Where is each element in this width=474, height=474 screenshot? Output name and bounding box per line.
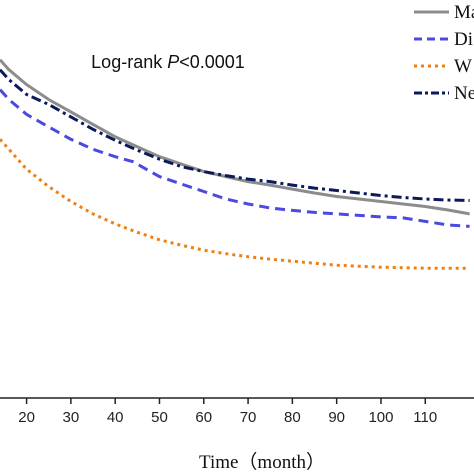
x-tick-label: 40 <box>107 409 124 426</box>
x-tick-label: 80 <box>284 409 301 426</box>
x-tick-label: 60 <box>195 409 212 426</box>
series-line-2 <box>0 138 470 270</box>
legend-label-2: W <box>454 56 472 77</box>
x-tick-label: 110 <box>413 409 437 426</box>
log-rank-annotation: Log-rank P<0.0001 <box>91 52 245 72</box>
x-tick-label: 70 <box>240 409 257 426</box>
series-layer <box>0 58 470 270</box>
x-tick-label: 30 <box>63 409 80 426</box>
x-axis-label: Time（month） <box>199 451 325 473</box>
legend: Ma Di W Ne <box>414 2 474 104</box>
series-line-0 <box>0 58 470 216</box>
series-line-1 <box>0 88 470 228</box>
x-ticks: 20 30 40 50 60 70 80 90 100 110 <box>18 398 437 426</box>
annotation-p: P <box>167 52 179 72</box>
x-tick-label: 50 <box>151 409 168 426</box>
series-line-3 <box>0 68 470 202</box>
legend-label-0: Ma <box>454 2 474 23</box>
annotation-prefix: Log-rank <box>91 52 167 72</box>
legend-label-3: Ne <box>454 83 474 104</box>
x-tick-label: 100 <box>368 409 393 426</box>
annotation-suffix: <0.0001 <box>179 52 245 72</box>
x-tick-label: 20 <box>18 409 35 426</box>
x-tick-label: 90 <box>328 409 345 426</box>
legend-label-1: Di <box>454 29 473 50</box>
